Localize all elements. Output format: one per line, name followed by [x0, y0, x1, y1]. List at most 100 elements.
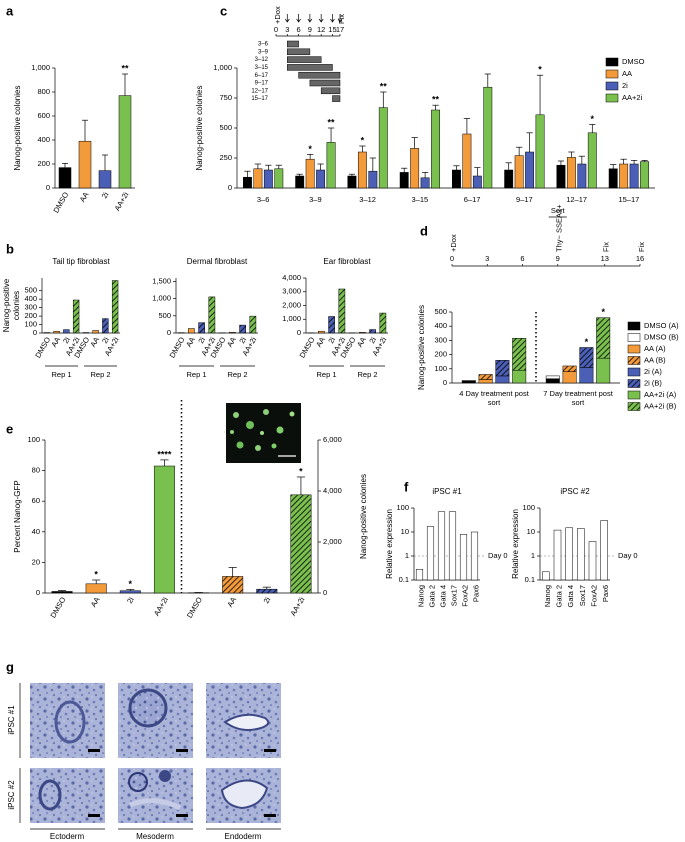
- bar: [63, 329, 70, 334]
- y-axis-label: Relative expression: [511, 509, 520, 579]
- significance: *: [538, 65, 542, 75]
- y-tick-label: 60: [32, 496, 40, 505]
- arrow: [330, 14, 335, 23]
- legend-swatch: [627, 344, 641, 354]
- significance: ****: [157, 449, 172, 459]
- x-tick-label: 2i: [326, 335, 337, 345]
- y-axis-label: Nanog-positive colonies: [417, 305, 426, 390]
- x-tick-label: Nanog: [543, 585, 552, 607]
- y-tick-label: 200: [24, 311, 37, 320]
- legend-label: AA+2i: [622, 93, 643, 102]
- x-tick-label: 3–9: [309, 195, 322, 204]
- timeline-start: +Dox: [273, 6, 282, 24]
- panel-letter: b: [6, 241, 14, 256]
- bar: [378, 107, 388, 189]
- y-tick-label: 500: [158, 311, 171, 320]
- column-label: Endoderm: [225, 832, 262, 841]
- y-tick-label: 1: [405, 551, 409, 560]
- x-tick-label: 2i: [100, 335, 111, 345]
- schedule-bar: [298, 71, 341, 79]
- y-tick-label: 400: [24, 294, 37, 303]
- x-tick-label: DMSO: [185, 595, 204, 619]
- histology-images: [19, 683, 281, 830]
- bar: [608, 168, 618, 189]
- bar: [295, 175, 305, 189]
- y-tick-label: 500: [24, 286, 37, 295]
- panel-letter: f: [404, 479, 409, 494]
- arrow: [307, 14, 313, 23]
- bar: [72, 299, 80, 334]
- y-axis-label: Nanog-positive colonies: [195, 86, 204, 171]
- bar: [243, 176, 252, 189]
- arrow: [318, 14, 324, 23]
- y-axis-label: Nanog-positive colonies: [359, 474, 368, 559]
- timeline-tick-label: 6: [297, 25, 301, 34]
- bar: [577, 528, 585, 581]
- group-label: Rep 2: [90, 370, 110, 379]
- x-tick-label: AA: [355, 335, 368, 348]
- bar: [495, 375, 510, 384]
- bar: [512, 369, 527, 384]
- bar: [98, 170, 112, 189]
- bar: [462, 133, 472, 189]
- arrow: [285, 14, 290, 23]
- x-tick-label: Sox17: [578, 585, 587, 606]
- y-tick-label: 600: [37, 111, 50, 120]
- significance: *: [308, 144, 312, 154]
- bar: [153, 465, 175, 594]
- y-axis-label: Nanog-positive: [2, 278, 11, 332]
- y-tick-label: 200: [37, 159, 50, 168]
- legend-label: AA+2i (A): [644, 390, 677, 399]
- x-tick-label: AA: [49, 335, 62, 348]
- schedule-bar: [287, 64, 333, 71]
- x-tick-label: Pax6: [471, 585, 480, 602]
- legend-swatch: [627, 356, 641, 365]
- bar: [305, 158, 315, 189]
- significance: *: [94, 569, 98, 579]
- x-tick-label: AA: [78, 190, 91, 203]
- y-tick-label: 0.1: [399, 575, 409, 584]
- significance: *: [299, 466, 303, 476]
- x-tick-label: 2i: [367, 335, 378, 345]
- bar: [58, 167, 72, 189]
- x-tick-label: AA: [314, 335, 327, 348]
- y-axis-label: Percent Nanog-GFP: [13, 480, 22, 552]
- bar: [483, 86, 493, 189]
- panel-letter: d: [420, 223, 428, 238]
- schedule-label: 15–17: [251, 96, 268, 102]
- bar: [545, 375, 560, 379]
- bar: [596, 317, 611, 359]
- reference-label: Day 0: [618, 551, 638, 560]
- y-tick-label: 20: [32, 557, 40, 566]
- y-tick-label: 4,000: [282, 273, 301, 282]
- x-tick-label: 2i: [100, 190, 111, 200]
- panel-letter: a: [6, 3, 14, 18]
- x-tick-label: DMSO: [48, 595, 67, 619]
- y-tick-label: 0: [46, 183, 50, 192]
- legend-label: 2i (A): [644, 367, 662, 376]
- y-tick-label: 4,000: [323, 486, 342, 495]
- bar: [452, 169, 461, 189]
- timeline-tick-label: 0: [274, 25, 278, 34]
- bar: [357, 151, 367, 189]
- y-tick-label: 40: [32, 527, 40, 536]
- y-tick-label: 800: [37, 87, 50, 96]
- bar: [553, 529, 562, 581]
- y-tick-label: 100: [24, 320, 37, 329]
- bar: [198, 322, 205, 334]
- y-tick-label: 1: [531, 551, 535, 560]
- x-tick-label: Sox17: [449, 585, 458, 606]
- legend-label: 2i (B): [644, 378, 662, 387]
- schedule-label: 3–15: [255, 65, 269, 71]
- chart-title: iPSC #2: [560, 487, 590, 496]
- x-tick-label: 2i: [262, 595, 273, 605]
- row-label: iPSC #2: [7, 780, 16, 810]
- bar: [188, 328, 195, 334]
- x-tick-label: FoxA2: [589, 585, 598, 607]
- x-tick-label: 3–15: [412, 195, 429, 204]
- bar: [525, 151, 535, 189]
- column-label: Ectoderm: [50, 832, 85, 841]
- significance: *: [601, 307, 605, 317]
- bar: [92, 330, 99, 334]
